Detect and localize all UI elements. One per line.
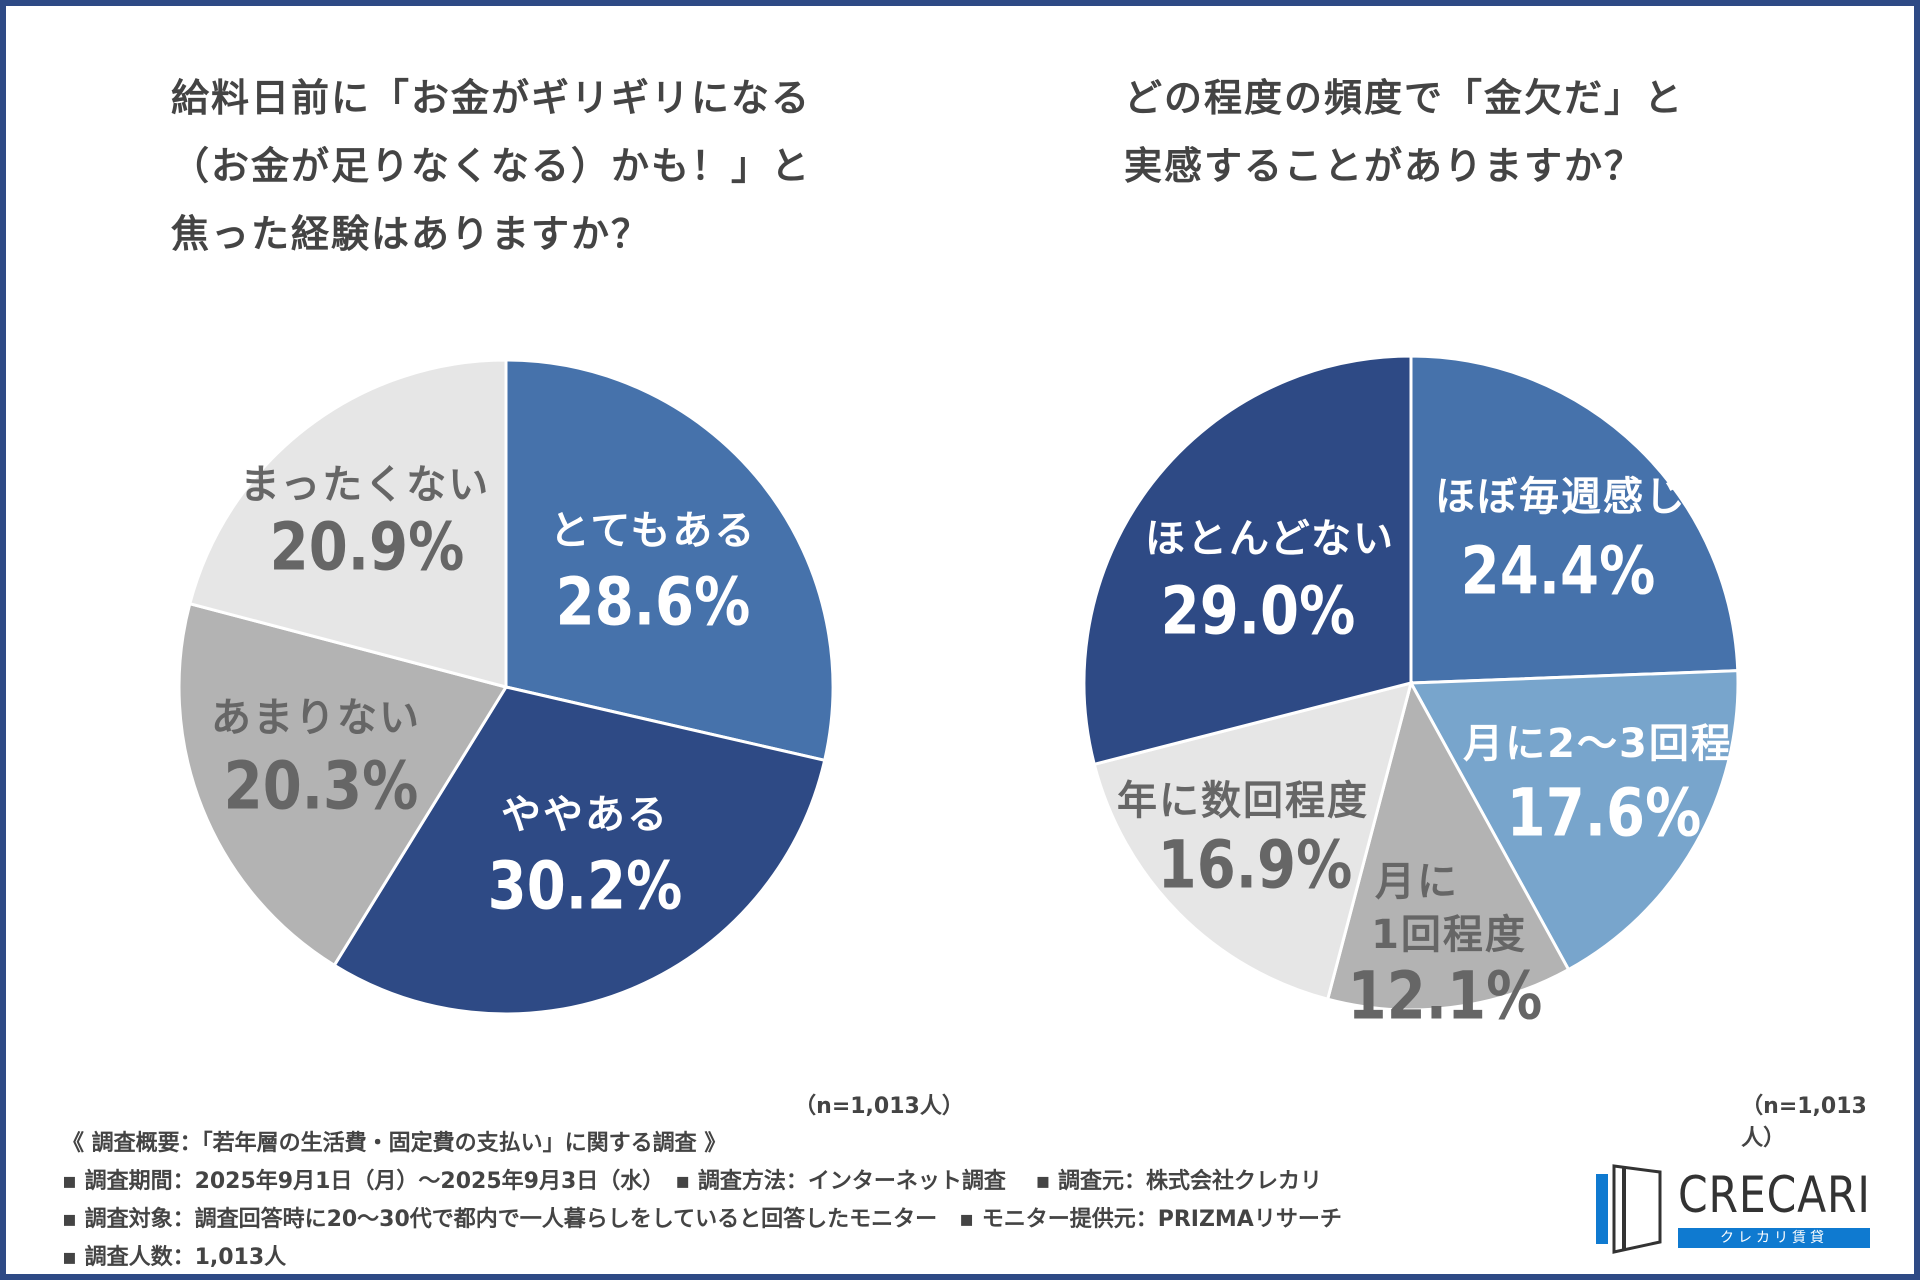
pie-slice [1325,678,1571,1012]
survey-line: ▪ 調査人数：1,013人 [62,1245,287,1270]
chart2-title: どの程度の頻度で「金欠だ」と 実感することがありますか？ [1124,64,1684,200]
crecari-logo: CRECARI クレカリ賃貸 [1594,1162,1874,1258]
chart2-title-line: どの程度の頻度で「金欠だ」と [1124,76,1685,120]
slice-value: 24.4% [1460,532,1656,610]
slice-value: 20.3% [223,747,419,825]
pie-slice [1082,354,1413,767]
pie-slice [1408,669,1740,972]
survey-heading: 《 調査概要：「若年層の生活費・固定費の支払い」に関する調査 》 [62,1131,727,1156]
slice-value: 29.0% [1160,572,1356,650]
chart2-title-line: 実感することがありますか？ [1124,144,1645,188]
slice-value: 16.9% [1157,826,1353,904]
chart2-sample-size: （n=1,013人） [1741,1094,1867,1151]
chart1-title-line: （お金が足りなくなる）かも！」と [171,144,812,188]
slice-label: とてもある [549,508,757,554]
slice-label: 月に [1375,859,1459,905]
slice-label: あまりない [211,695,421,741]
chart1-title: 給料日前に「お金がギリギリになる （お金が足りなくなる）かも！」と 焦った経験は… [171,64,811,268]
slice-value: 30.2% [487,847,683,925]
slice-value: 28.6% [555,563,751,641]
slice-label: まったくない [239,462,491,508]
slice-label: 年に数回程度 [1117,778,1369,824]
logo-subtitle: クレカリ賃貸 [1678,1228,1870,1248]
chart1-title-line: 焦った経験はありますか？ [171,212,652,256]
slice-value: 20.9% [269,508,465,586]
pie-slice [1409,354,1740,685]
pie-slice [504,358,835,763]
logo-wordmark: CRECARI [1678,1166,1871,1224]
slice-value: 12.1% [1347,957,1543,1035]
survey-line: ▪ 調査期間：2025年9月1日（月）〜2025年9月3日（水） ▪ 調査方法：… [62,1169,1323,1194]
slice-label: 月に2〜3回程度 [1463,721,1775,767]
slice-label: 1回程度 [1371,912,1527,958]
chart1-sample-size: （n=1,013人） [794,1094,964,1119]
slice-label: ほぼ毎週感じる [1435,474,1729,520]
chart1-title-line: 給料日前に「お金がギリギリになる [171,76,812,120]
pie-slice [1092,680,1414,1002]
slice-label: ほとんどない [1145,516,1395,562]
slice-label: ややある [501,792,669,838]
door-icon [1596,1164,1662,1254]
slice-value: 17.6% [1506,774,1702,852]
pie-slice [187,358,508,689]
pie-slice [177,601,509,968]
survey-line: ▪ 調査対象：調査回答時に20〜30代で都内で一人暮らしをしていると回答したモニ… [62,1207,1342,1232]
